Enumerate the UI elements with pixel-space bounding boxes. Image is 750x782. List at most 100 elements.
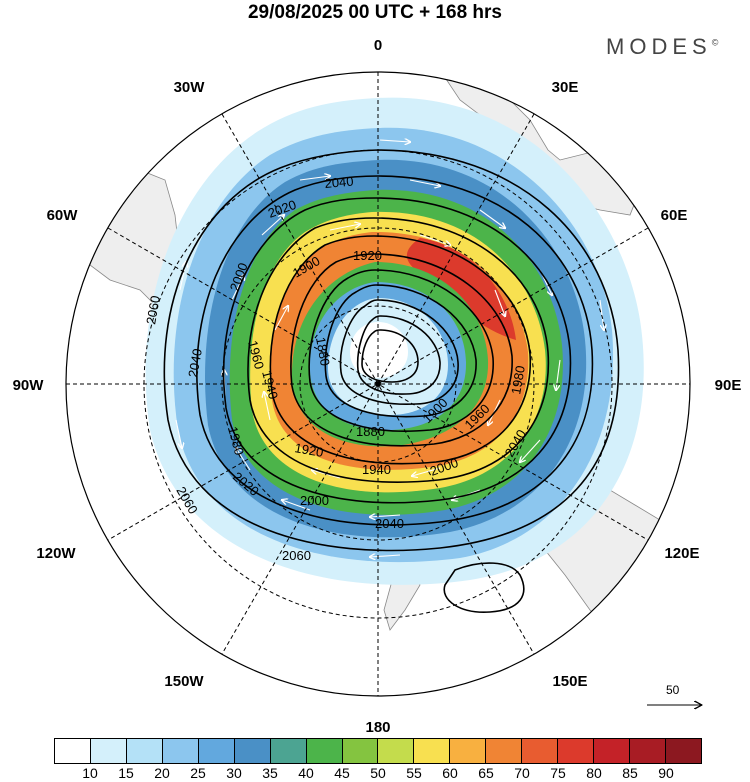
streamline: [379, 140, 410, 142]
colorbar-swatch: [198, 739, 235, 763]
colorbar-swatch: [342, 739, 379, 763]
contour-label: 1980: [508, 364, 528, 395]
colorbar-swatch: [558, 739, 595, 763]
colorbar-label: 45: [334, 765, 350, 781]
lon-label-60w: 60W: [47, 207, 79, 224]
colorbar-swatch: [162, 739, 199, 763]
colorbar-swatch: [414, 739, 451, 763]
colorbar-swatch: [630, 739, 666, 763]
contour-1960: [290, 253, 513, 447]
colorbar-labels: 10 15 20 25 30 35 40 45 50 55 60 65 70 75 80 85 90: [54, 765, 702, 781]
colorbar-swatch: [594, 739, 630, 763]
lon-label-150w: 150W: [164, 673, 204, 690]
streamline: [370, 555, 401, 557]
colorbar-swatch: [234, 739, 271, 763]
streamline: [175, 419, 182, 448]
contour-label: 1980: [225, 425, 247, 457]
colorbar-swatch: [55, 739, 91, 763]
lon-label-120w: 120W: [36, 545, 76, 562]
colorbar-swatch: [306, 739, 343, 763]
colorbar-label: 70: [514, 765, 530, 781]
contour-1880: [356, 315, 441, 395]
streamline: [419, 234, 450, 245]
contour-label: 1940: [259, 369, 281, 401]
streamline: [599, 299, 604, 330]
colorbar-label: 50: [370, 765, 386, 781]
contour-2040: [196, 175, 594, 526]
contour-1920: [324, 284, 477, 418]
contour-2060: [163, 149, 620, 552]
streamline: [274, 306, 288, 331]
wind-band-75: [406, 238, 516, 340]
contour-label: 2060: [143, 294, 163, 325]
contour-1940: [308, 269, 494, 432]
modes-logo: MODES©: [606, 34, 718, 60]
colorbar-label: 35: [262, 765, 278, 781]
lon-label-0: 0: [374, 37, 382, 54]
colorbar-swatch: [665, 739, 701, 763]
contour-label: 2060: [282, 548, 311, 563]
contour-label: 1880: [356, 424, 385, 439]
streamline: [329, 224, 360, 231]
streamline: [236, 448, 251, 471]
map-title: 29/08/2025 00 UTC + 168 hrs: [247, 2, 503, 23]
streamline: [556, 359, 561, 390]
colorbar-label: 75: [550, 765, 566, 781]
contour-closed-low: [443, 562, 525, 613]
streamline: [261, 215, 284, 236]
contour-label: 1920: [353, 248, 382, 263]
colorbar-swatch: [90, 739, 127, 763]
streamline: [282, 500, 311, 511]
globe-outline: [65, 71, 691, 697]
streamline: [494, 289, 505, 316]
contour-label: 1940: [362, 462, 391, 477]
longitude-labels: 0 30E 60E 90E 120E 150E 180 150W 120W 90…: [13, 37, 742, 736]
colorbar-swatch: [270, 739, 307, 763]
colorbar-label: 80: [586, 765, 602, 781]
contour-label: 2040: [324, 174, 354, 191]
streamline: [479, 209, 505, 228]
colorbar-label: 40: [298, 765, 314, 781]
colorbar-label: 90: [658, 765, 674, 781]
lon-label-60e: 60E: [661, 207, 688, 224]
contour-label: 1960: [245, 339, 267, 371]
colorbar-label: 65: [478, 765, 494, 781]
contour-1860: [361, 329, 419, 383]
contour-label: 2040: [375, 516, 404, 531]
streamline: [370, 515, 401, 517]
colorbar-label: 15: [118, 765, 134, 781]
lon-label-120e: 120E: [664, 545, 699, 562]
contour-1900: [339, 299, 459, 405]
colorbar-label: 10: [82, 765, 98, 781]
streamline: [264, 392, 271, 421]
copyright-mark: ©: [711, 37, 719, 48]
lon-label-150e: 150E: [552, 673, 587, 690]
lon-label-90w: 90W: [13, 377, 45, 394]
lon-label-90e: 90E: [715, 377, 742, 394]
contour-label: 1880: [313, 336, 333, 367]
colorbar-label: 20: [154, 765, 170, 781]
colorbar-swatch: [486, 739, 523, 763]
reference-arrow-icon: [647, 700, 704, 710]
colorbar-swatch: [126, 739, 163, 763]
contour-label: 1920: [293, 440, 324, 460]
latitude-circle: [221, 227, 535, 541]
colorbar-swatch: [378, 739, 415, 763]
reference-vector: 50: [645, 683, 705, 713]
lon-label-180: 180: [365, 719, 390, 736]
colorbar-label: 30: [226, 765, 242, 781]
wind-pole-calm: [350, 322, 408, 378]
colorbar-label: 85: [622, 765, 638, 781]
reference-vector-label: 50: [666, 683, 680, 697]
map-field: 2060 2060 2060 2040 2040 2040 2040 2020 …: [66, 72, 690, 696]
colorbar-label: 55: [406, 765, 422, 781]
streamline: [520, 439, 541, 462]
contour-2020: [222, 197, 572, 504]
lon-label-30w: 30W: [174, 79, 206, 96]
colorbar-label: 25: [190, 765, 206, 781]
streamline: [409, 179, 440, 186]
colorbar-swatch: [522, 739, 559, 763]
south-pole-marker: [375, 381, 381, 387]
colorbar-label: 60: [442, 765, 458, 781]
